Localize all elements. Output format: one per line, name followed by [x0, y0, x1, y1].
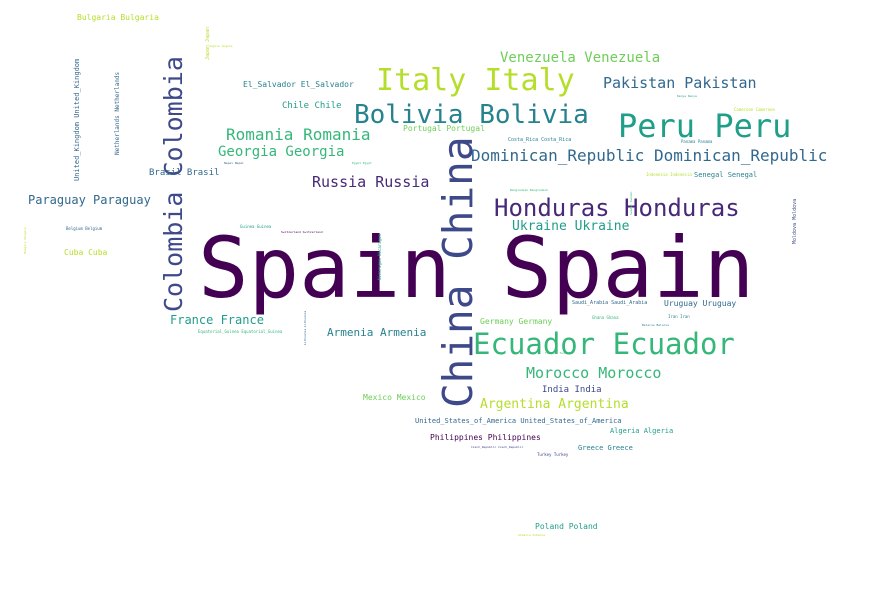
- word-turkey: Turkey Turkey: [537, 452, 569, 457]
- word-china: China China: [434, 136, 482, 408]
- word-indonesia: Indonesia Indonesia: [646, 172, 692, 177]
- word-armenia: Armenia Armenia: [327, 326, 427, 339]
- word-pakistan: Pakistan Pakistan: [603, 74, 757, 92]
- word-senegal: Senegal Senegal: [694, 171, 758, 179]
- word-moldova: Moldova Moldova: [792, 198, 798, 244]
- word-venezuela: Venezuela Venezuela: [500, 50, 661, 66]
- word-nepal: Nepal Nepal: [224, 161, 244, 165]
- word-cameroon: Cameroon Cameroon: [734, 107, 775, 112]
- word-bolivia: Bolivia Bolivia: [354, 100, 589, 130]
- word-switzerland: Switzerland Switzerland: [281, 230, 323, 234]
- word-greece: Greece Greece: [578, 444, 633, 452]
- word-germany: Germany Germany: [480, 317, 553, 326]
- word-honduras: Honduras Honduras: [494, 194, 740, 222]
- word-ghana: Ghana Ghana: [592, 315, 619, 320]
- word-united-kingdom: United_Kingdom United_Kingdom: [73, 58, 81, 181]
- word-belgium: Belgium Belgium: [66, 226, 103, 231]
- word-russia: Russia Russia: [312, 173, 430, 191]
- word-paraguay: Paraguay Paraguay: [28, 193, 151, 207]
- word-kenya: Kenya Kenya: [677, 94, 697, 98]
- word-el-salvador: El_Salvador El_Salvador: [243, 80, 354, 89]
- word-romania: Romania Romania: [226, 125, 371, 144]
- word-ukraine: Ukraine Ukraine: [512, 219, 630, 234]
- word-india: India India: [542, 385, 602, 395]
- word-sweden: Sweden Sweden: [629, 191, 633, 215]
- word-portugal: Portugal Portugal: [403, 124, 485, 133]
- word-saudi-arabia: Saudi_Arabia Saudi_Arabia: [572, 300, 648, 306]
- word-netherlands: Netherlands Netherlands: [114, 71, 121, 155]
- word-bulgaria: Bulgaria Bulgaria: [77, 13, 159, 22]
- word-italy: Italy Italy: [376, 63, 575, 98]
- word-belarus: Belarus Belarus: [642, 323, 670, 327]
- word-poland: Poland Poland: [535, 522, 598, 531]
- word-egypt: Egypt Egypt: [352, 161, 372, 165]
- word-georgia: Georgia Georgia: [218, 144, 345, 160]
- word-nicaragua: Nicaragua Nicaragua: [377, 234, 382, 280]
- word-tunisia: Tunisia Tunisia: [545, 351, 573, 355]
- word-brasil: Brasil Brasil: [149, 168, 220, 178]
- word-lithuania: Lithuania Lithuania: [303, 310, 307, 345]
- word-angola: Angola Angola: [209, 44, 233, 48]
- word-guinea: Guinea Guinea: [240, 224, 272, 229]
- word-panama: Panama Panama: [681, 139, 713, 144]
- word-spain: Spain Spain: [198, 219, 755, 317]
- word-chile: Chile Chile: [282, 101, 342, 111]
- word-dominican-republic: Dominican_Republic Dominican_Republic: [471, 146, 828, 165]
- word-costa-rica: Costa_Rica Costa_Rica: [508, 137, 572, 143]
- word-usa: United_States_of_America United_States_o…: [415, 417, 622, 425]
- word-argentina: Argentina Argentina: [480, 397, 629, 412]
- word-iran: Iran Iran: [668, 314, 690, 319]
- word-france: France France: [170, 313, 264, 327]
- word-mexico: Mexico Mexico: [363, 393, 426, 402]
- word-bangladesh: Bangladesh Bangladesh: [510, 188, 548, 192]
- word-equatorial-guinea: Equatorial_Guinea Equatorial_Guinea: [198, 329, 283, 334]
- word-colombia: Colombia Colombia: [159, 56, 188, 312]
- word-ecuador: Ecuador Ecuador: [473, 327, 735, 361]
- word-morocco: Morocco Morocco: [526, 364, 662, 382]
- word-albania: Albania Albania: [518, 533, 546, 537]
- word-uruguay: Uruguay Uruguay: [664, 299, 737, 308]
- word-algeria: Algeria Algeria: [610, 427, 674, 435]
- word-czech-republic: Czech_Republic Czech_Republic: [471, 445, 524, 449]
- word-hungary: Hungary Hungary: [23, 226, 27, 254]
- word-philippines: Philippines Philippines: [430, 433, 541, 442]
- word-cuba: Cuba Cuba: [64, 248, 108, 257]
- word-peru: Peru Peru: [618, 107, 792, 145]
